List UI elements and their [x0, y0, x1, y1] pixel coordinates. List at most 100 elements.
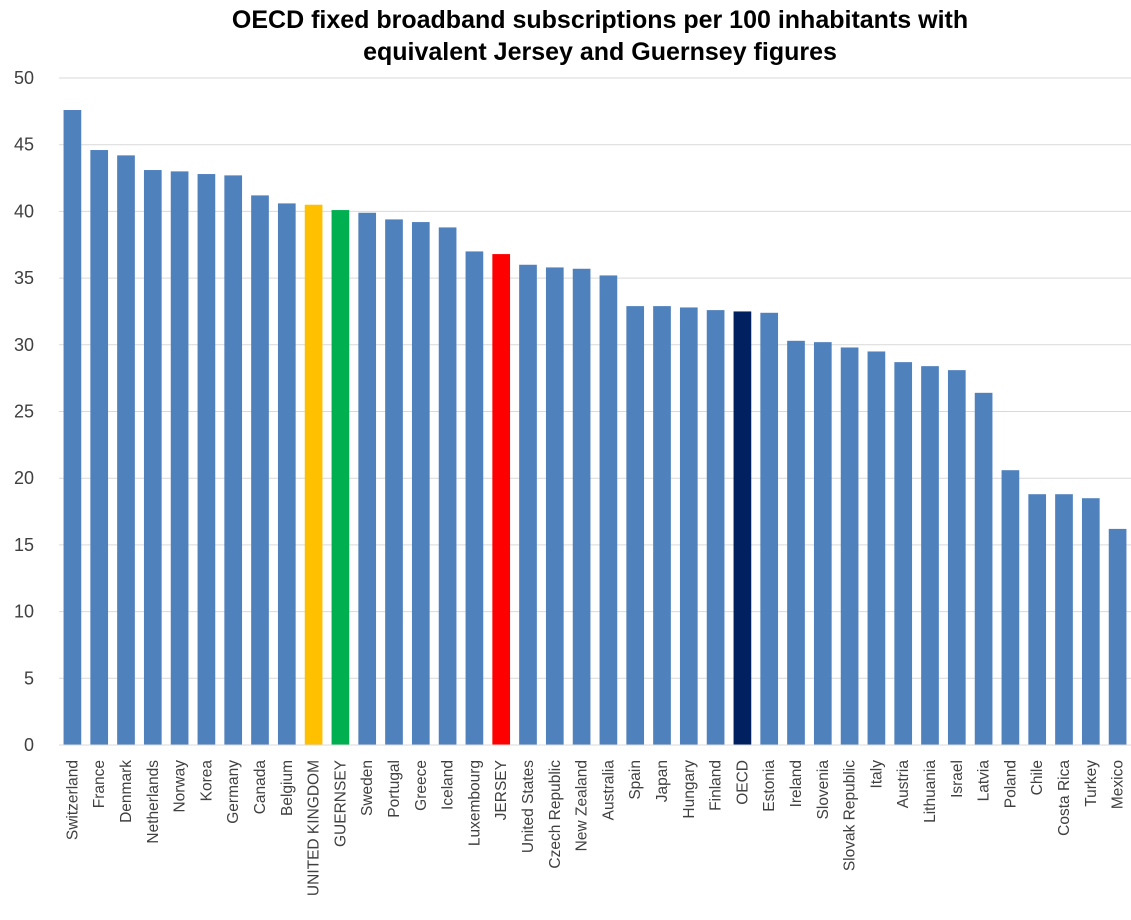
x-axis-labels: Switzerland France Denmark Netherlands Norwa… — [64, 760, 1126, 896]
bar-costa-rica — [1055, 494, 1073, 745]
x-category-label: Austria — [895, 760, 912, 809]
bar-switzerland — [63, 110, 82, 746]
bar-ireland — [787, 340, 805, 745]
y-tick-label: 0 — [24, 735, 34, 755]
x-category-label: Sweden — [359, 760, 376, 816]
x-category-label: Canada — [252, 760, 269, 815]
bar-poland — [1001, 470, 1020, 745]
bar-slovak-republic — [840, 347, 859, 745]
bar-japan — [653, 306, 671, 745]
bar-korea — [197, 174, 216, 746]
x-category-label: Costa Rica — [1056, 760, 1073, 836]
x-category-label: Portugal — [386, 760, 403, 818]
bar-italy — [867, 351, 886, 745]
x-category-label: Switzerland — [64, 760, 81, 840]
x-category-label: Lithuania — [922, 760, 939, 823]
bar-luxembourg — [465, 251, 484, 746]
x-category-label: Chile — [1029, 760, 1046, 795]
bar-iceland — [438, 227, 457, 745]
x-category-label: Norway — [172, 760, 189, 813]
bar-new-zealand — [572, 268, 591, 745]
chart-title: OECD fixed broadband subscriptions per 1… — [150, 4, 1050, 68]
y-tick-label: 20 — [14, 468, 34, 488]
bar-belgium — [277, 203, 296, 745]
bar-australia — [599, 275, 618, 745]
y-tick-label: 10 — [14, 602, 34, 622]
bar-oecd — [733, 311, 752, 745]
x-category-label: Poland — [1002, 760, 1019, 808]
x-category-label: Japan — [654, 760, 671, 802]
bar-slovenia — [813, 342, 832, 745]
bar-austria — [894, 362, 913, 745]
x-category-label: Korea — [198, 760, 215, 802]
x-category-label: Mexico — [1110, 760, 1127, 809]
bar-germany — [224, 175, 243, 745]
y-tick-label: 30 — [14, 335, 34, 355]
bar-latvia — [974, 392, 993, 745]
x-category-label: Israel — [949, 760, 966, 798]
x-category-label: Slovak Republic — [842, 760, 859, 871]
gridlines — [59, 77, 1131, 679]
x-category-label: GUERNSEY — [332, 760, 349, 847]
x-category-label: Czech Republic — [547, 760, 564, 869]
bar-united-kingdom — [304, 204, 323, 746]
y-tick-label: 50 — [14, 68, 34, 88]
x-category-label: UNITED KINGDOM — [306, 760, 323, 896]
bar-jersey — [492, 254, 511, 745]
x-category-label: New Zealand — [574, 760, 591, 851]
x-category-label: Slovenia — [815, 760, 832, 820]
y-tick-label: 5 — [24, 668, 34, 688]
x-category-label: United States — [520, 760, 537, 853]
y-tick-label: 40 — [14, 201, 34, 221]
bar-greece — [411, 222, 430, 745]
x-category-label: Belgium — [279, 760, 296, 816]
x-category-label: Denmark — [118, 760, 135, 823]
bar-mexico — [1108, 528, 1127, 745]
x-category-label: JERSEY — [493, 760, 510, 820]
bar-sweden — [358, 212, 377, 745]
y-tick-label: 15 — [14, 535, 34, 555]
x-category-label: Estonia — [761, 760, 778, 812]
chart-title-line-2: equivalent Jersey and Guernsey figures — [363, 38, 837, 66]
x-category-label: Luxembourg — [466, 760, 483, 846]
bar-netherlands — [143, 170, 162, 745]
x-category-label: Ireland — [788, 760, 805, 807]
chart-title-line-1: OECD fixed broadband subscriptions per 1… — [231, 6, 969, 34]
bar-france — [90, 150, 109, 745]
bar-spain — [626, 306, 645, 745]
x-category-label: Hungary — [681, 760, 698, 819]
y-axis-ticks: 0 5 10 15 20 25 30 35 40 45 50 — [14, 68, 34, 755]
bar-israel — [947, 370, 966, 745]
x-category-label: OECD — [734, 760, 751, 805]
y-tick-label: 35 — [14, 268, 34, 288]
bar-hungary — [679, 307, 698, 745]
y-tick-label: 25 — [14, 402, 34, 422]
bar-canada — [251, 195, 269, 746]
bar-united-states — [519, 264, 537, 745]
bar-guernsey — [331, 210, 350, 746]
x-category-label: Greece — [413, 760, 430, 811]
bars — [63, 110, 1127, 746]
x-category-label: Finland — [708, 760, 725, 811]
bar-estonia — [760, 312, 779, 745]
bar-czech-republic — [545, 267, 564, 745]
bar-denmark — [117, 155, 135, 745]
bar-finland — [706, 310, 725, 745]
x-category-label: Spain — [627, 760, 644, 800]
bar-chile — [1028, 494, 1047, 745]
bar-lithuania — [921, 366, 939, 745]
x-category-label: Germany — [225, 760, 242, 824]
x-category-label: France — [91, 760, 108, 808]
x-category-label: Italy — [868, 760, 885, 789]
x-category-label: Australia — [600, 760, 617, 821]
bar-portugal — [385, 219, 403, 746]
x-category-label: Turkey — [1083, 760, 1100, 807]
x-category-label: Latvia — [976, 760, 993, 802]
bar-turkey — [1081, 498, 1100, 745]
bar-norway — [170, 171, 189, 745]
x-category-label: Netherlands — [145, 760, 162, 844]
x-category-label: Iceland — [440, 760, 457, 810]
y-tick-label: 45 — [14, 135, 34, 155]
